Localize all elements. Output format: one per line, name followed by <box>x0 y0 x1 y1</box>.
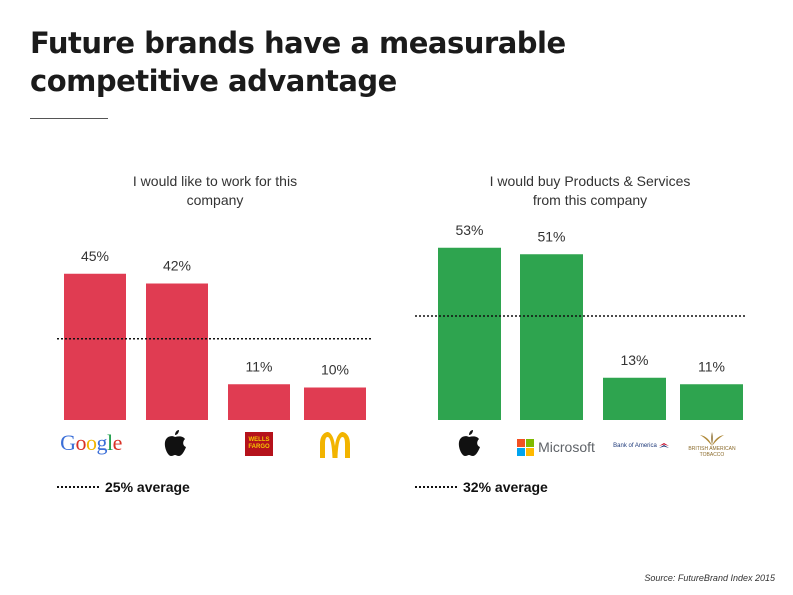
bank-of-america-flag-icon <box>658 443 669 448</box>
average-legend-left: 25% average <box>57 477 190 497</box>
wells-fargo-logo: WELLS FARGO <box>245 432 273 456</box>
bar-left-2 <box>146 283 208 420</box>
bar-right-4 <box>680 384 743 420</box>
bar-left-3 <box>228 384 290 420</box>
wells-fargo-line-1: WELLS <box>248 437 270 443</box>
chart-right-title-line-2: from this company <box>532 192 648 208</box>
bat-line-1: BRITISH AMERICAN <box>688 446 736 452</box>
page-title: Future brands have a measurable competit… <box>30 24 630 100</box>
bat-logo: BRITISH AMERICAN TOBACCO <box>686 428 738 462</box>
bar-left-4 <box>304 387 366 420</box>
microsoft-logo: Microsoft <box>513 437 599 457</box>
average-label-right: 32% average <box>463 479 548 495</box>
bank-of-america-logo: Bank of America <box>609 438 673 454</box>
value-label-left-2: 42% <box>163 258 191 274</box>
bank-of-america-wordmark: Bank of America <box>613 443 657 449</box>
average-label-left: 25% average <box>105 479 190 495</box>
title-underline <box>30 118 108 119</box>
value-label-left-4: 10% <box>321 362 349 378</box>
value-label-left-1: 45% <box>81 248 109 264</box>
mcdonalds-arches-icon <box>320 432 350 458</box>
chart-right-title-line-1: I would buy Products & Services <box>489 173 691 189</box>
title-line-1: Future brands have a measurable <box>30 26 566 60</box>
microsoft-wordmark: Microsoft <box>538 439 595 455</box>
bar-right-2 <box>520 254 583 420</box>
value-label-left-3: 11% <box>246 358 273 374</box>
value-label-right-4: 11% <box>698 358 725 374</box>
microsoft-squares-icon <box>517 438 535 456</box>
value-label-right-1: 53% <box>455 222 483 238</box>
chart-left-title-line-1: I would like to work for this <box>132 173 298 189</box>
apple-icon <box>164 430 186 456</box>
value-label-right-2: 51% <box>537 228 565 244</box>
bat-line-2: TOBACCO <box>699 452 725 458</box>
chart-left-title-line-2: company <box>186 192 244 208</box>
bar-right-1 <box>438 247 501 420</box>
value-label-right-3: 13% <box>620 352 648 368</box>
average-dotted-line-icon <box>57 486 99 488</box>
bar-left-1 <box>64 273 126 420</box>
chart-right-title: I would buy Products & Services from thi… <box>440 172 740 210</box>
bat-leaves-icon <box>700 432 724 446</box>
apple-icon <box>458 430 480 456</box>
chart-left-title: I would like to work for this company <box>65 172 365 210</box>
average-legend-right: 32% average <box>415 477 548 497</box>
wells-fargo-line-2: FARGO <box>248 444 270 450</box>
title-line-2: competitive advantage <box>30 64 397 98</box>
source-note: Source: FutureBrand Index 2015 <box>644 573 775 583</box>
bar-right-3 <box>603 377 666 420</box>
average-dotted-line-icon <box>415 486 457 488</box>
